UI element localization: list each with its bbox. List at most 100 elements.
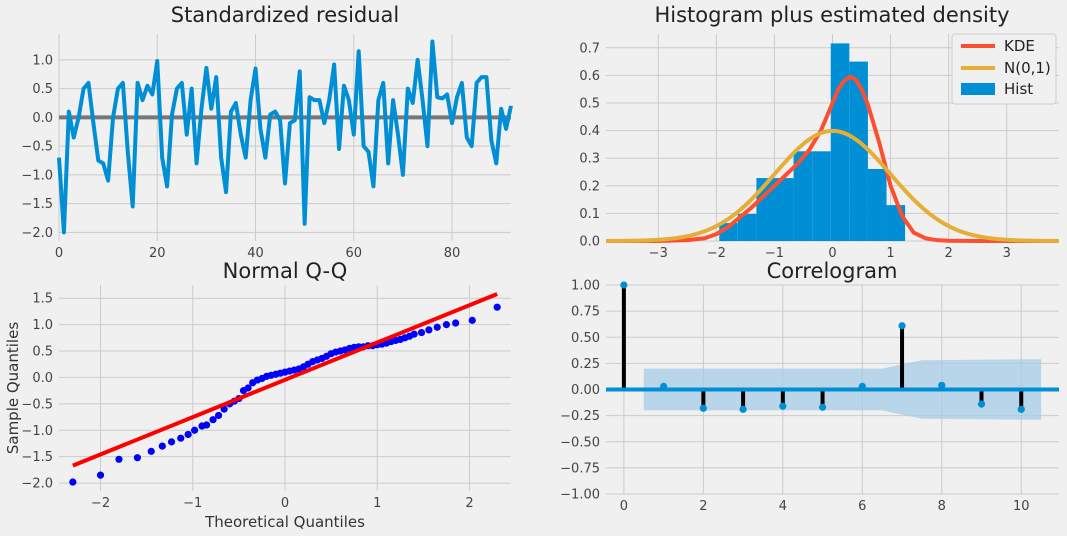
hist-bar bbox=[775, 178, 794, 241]
normal-density-line bbox=[605, 128, 1060, 243]
x-tick-label: −2 bbox=[91, 496, 110, 511]
hist-bar bbox=[793, 151, 813, 241]
x-tick-label: 0 bbox=[55, 246, 63, 261]
residual-title: Standardized residual bbox=[171, 3, 400, 27]
qq-point bbox=[133, 454, 142, 462]
y-tick-label: 0.5 bbox=[32, 82, 53, 97]
qq-point bbox=[417, 328, 426, 337]
y-tick-label: −1.5 bbox=[21, 450, 53, 465]
x-tick-label: 10 bbox=[1013, 499, 1030, 514]
x-tick-label: 1 bbox=[886, 246, 894, 261]
y-tick-label: 0.5 bbox=[579, 97, 600, 112]
acf-marker bbox=[1017, 405, 1025, 413]
x-tick-label: 6 bbox=[858, 499, 866, 514]
histogram-title: Histogram plus estimated density bbox=[654, 3, 1009, 27]
correlogram-panel: 0 2 4 6 8 10 −1.00 −0.75 −0.50 −0.25 0.00 0.25 0.50 0… bbox=[560, 259, 1059, 514]
qq-point bbox=[147, 447, 155, 455]
acf-marker bbox=[977, 400, 986, 408]
y-tick-label: 0.0 bbox=[32, 371, 53, 386]
residual-series bbox=[57, 39, 513, 235]
y-tick-label: 0.75 bbox=[571, 305, 600, 320]
residual-panel: 0 20 40 60 80 −2.0 −1.5 −1.0 −0.5 0.0 0.5 1.0 Stand… bbox=[21, 3, 513, 261]
y-tick-label: 1.0 bbox=[32, 53, 53, 68]
x-tick-label: 40 bbox=[247, 246, 264, 261]
hist-bar bbox=[849, 61, 868, 241]
hist-bar bbox=[886, 205, 906, 241]
qq-panel: −2 −1 0 1 2 −2.0 −1.5 −1.0 −0.5 0.0 0.5 1.0 1.5 Norm… bbox=[4, 259, 511, 531]
acf-marker bbox=[898, 322, 906, 330]
histogram-marks bbox=[605, 43, 1060, 243]
hist-bar bbox=[737, 213, 757, 241]
x-tick-label: 1 bbox=[373, 496, 381, 511]
qq-point bbox=[452, 319, 460, 327]
acf-marker bbox=[818, 403, 827, 411]
legend-hist-label: Hist bbox=[1004, 80, 1033, 98]
y-tick-label: 0.4 bbox=[579, 124, 600, 139]
x-tick-label: −1 bbox=[765, 246, 784, 261]
qq-ylabel: Sample Quantiles bbox=[4, 322, 22, 454]
qq-point bbox=[177, 434, 185, 442]
x-tick-label: −3 bbox=[649, 246, 668, 261]
x-tick-label: 0 bbox=[620, 499, 628, 514]
x-tick-label: 0 bbox=[828, 246, 836, 261]
hist-bar bbox=[867, 168, 887, 241]
residual-ticks: 0 20 40 60 80 −2.0 −1.5 −1.0 −0.5 0.0 0.5 1.0 bbox=[21, 53, 460, 261]
y-tick-label: 0.6 bbox=[579, 69, 600, 84]
acf-marker bbox=[739, 405, 747, 413]
qq-point bbox=[468, 316, 476, 324]
y-tick-label: 0.2 bbox=[579, 179, 600, 194]
y-tick-label: 0.25 bbox=[571, 357, 600, 372]
x-tick-label: 4 bbox=[779, 499, 787, 514]
qq-point bbox=[244, 384, 252, 392]
qq-point bbox=[184, 430, 192, 439]
x-tick-label: 60 bbox=[346, 246, 363, 261]
legend-normal-label: N(0,1) bbox=[1004, 59, 1051, 77]
histogram-panel: −3 −2 −1 0 1 2 3 0.0 0.1 0.2 0.3 0.4 0.5 0.6 0.7 Histo… bbox=[579, 3, 1060, 261]
qq-point bbox=[425, 326, 433, 334]
qq-point bbox=[115, 455, 123, 463]
qq-reference-line bbox=[72, 292, 498, 468]
y-tick-label: 1.00 bbox=[571, 279, 600, 294]
qq-xlabel: Theoretical Quantiles bbox=[204, 513, 365, 531]
qq-point bbox=[433, 323, 441, 331]
x-tick-label: 2 bbox=[699, 499, 707, 514]
qq-marks bbox=[69, 292, 501, 486]
y-tick-label: −0.5 bbox=[21, 397, 53, 412]
hist-bar bbox=[756, 178, 776, 241]
y-tick-label: −1.00 bbox=[560, 488, 600, 503]
legend-hist-swatch bbox=[961, 83, 995, 95]
y-tick-label: −0.25 bbox=[560, 409, 600, 424]
qq-point bbox=[167, 438, 176, 446]
x-tick-label: 0 bbox=[281, 496, 289, 511]
y-tick-label: 0.1 bbox=[579, 207, 600, 222]
hist-bar bbox=[830, 43, 850, 241]
histogram-legend: KDE N(0,1) Hist bbox=[951, 33, 1057, 105]
qq-point bbox=[214, 411, 223, 420]
y-tick-label: 0.00 bbox=[571, 383, 600, 398]
y-tick-label: 0.0 bbox=[579, 235, 600, 250]
qq-point bbox=[191, 426, 199, 434]
acf-marker bbox=[620, 281, 628, 289]
qq-point bbox=[493, 303, 501, 311]
y-tick-label: −0.5 bbox=[21, 140, 53, 155]
y-tick-label: −2.0 bbox=[21, 477, 53, 492]
histogram-ticks: −3 −2 −1 0 1 2 3 0.0 0.1 0.2 0.3 0.4 0.5 0.6 0.7 bbox=[579, 41, 1011, 261]
y-tick-label: −1.5 bbox=[21, 197, 53, 212]
correlogram-title: Correlogram bbox=[767, 259, 898, 283]
acf-marker bbox=[858, 382, 866, 390]
x-tick-label: −2 bbox=[707, 246, 726, 261]
legend-kde-label: KDE bbox=[1004, 37, 1035, 55]
x-tick-label: 2 bbox=[945, 246, 953, 261]
kde-line bbox=[606, 74, 1059, 243]
qq-point bbox=[69, 478, 77, 486]
x-tick-label: 8 bbox=[938, 499, 946, 514]
acf-marker bbox=[779, 402, 787, 410]
y-tick-label: 0.3 bbox=[579, 152, 600, 167]
qq-point bbox=[442, 321, 451, 329]
y-tick-label: −0.50 bbox=[560, 435, 600, 450]
y-tick-label: 1.0 bbox=[32, 318, 53, 333]
y-tick-label: −1.0 bbox=[21, 168, 53, 183]
residual-series-line bbox=[57, 39, 513, 235]
qq-point bbox=[209, 416, 217, 424]
